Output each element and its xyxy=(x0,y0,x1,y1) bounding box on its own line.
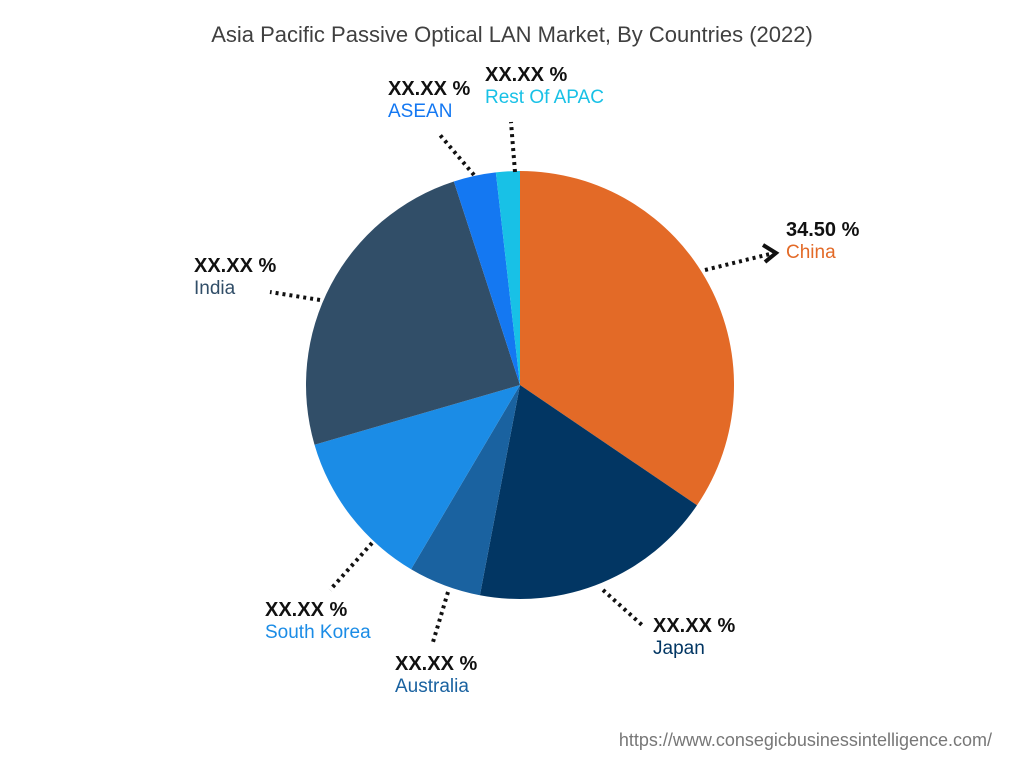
asean-value: XX.XX % xyxy=(388,78,471,100)
south-korea-value: XX.XX % xyxy=(265,599,348,621)
pie-slice-japan xyxy=(479,385,697,600)
china-value: 34.50 % xyxy=(786,219,860,241)
label-australia: XX.XX % Australia xyxy=(395,652,477,699)
label-rest-of-apac: XX.XX % Rest Of APAC xyxy=(485,63,604,110)
pie-slice-asean xyxy=(453,172,520,385)
label-asean: XX.XX % ASEAN xyxy=(388,77,470,124)
india-name: India xyxy=(194,278,236,299)
leader-line-asean xyxy=(438,133,476,177)
japan-name: Japan xyxy=(653,638,705,659)
china-name: China xyxy=(786,242,836,263)
australia-name: Australia xyxy=(395,676,469,697)
pie-slice-rest-of-apac xyxy=(495,171,520,385)
south-korea-name: South Korea xyxy=(265,622,371,643)
label-china: 34.50 % China xyxy=(786,218,859,265)
label-india: XX.XX % India xyxy=(194,254,276,301)
label-south-korea: XX.XX % South Korea xyxy=(265,598,371,645)
leader-line-japan xyxy=(601,588,644,627)
pie-slice-australia xyxy=(411,385,520,596)
rest-of-apac-name: Rest Of APAC xyxy=(485,87,604,108)
leader-line-china xyxy=(704,252,771,272)
arrowhead-china xyxy=(761,243,780,264)
pie-slice-india xyxy=(306,181,520,445)
source-url: https://www.consegicbusinessintelligence… xyxy=(618,730,992,750)
leader-line-south-korea xyxy=(328,541,374,592)
rest-of-apac-value: XX.XX % xyxy=(485,64,568,86)
india-value: XX.XX % xyxy=(194,255,277,277)
leader-line-india xyxy=(269,290,321,302)
japan-value: XX.XX % xyxy=(653,615,736,637)
pie-slice-south-korea xyxy=(314,385,520,570)
leader-line-rest-of-apac xyxy=(509,121,517,173)
leader-line-australia xyxy=(431,591,450,643)
pie-slice-china xyxy=(520,171,735,506)
label-japan: XX.XX % Japan xyxy=(653,614,735,661)
asean-name: ASEAN xyxy=(388,101,453,122)
chart-title: Asia Pacific Passive Optical LAN Market,… xyxy=(211,22,813,47)
australia-value: XX.XX % xyxy=(395,653,478,675)
